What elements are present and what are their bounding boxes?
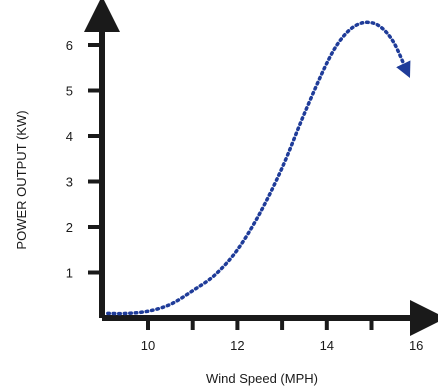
y-tick-label: 4 [66, 129, 73, 144]
x-tick-label: 10 [141, 338, 155, 353]
ticks [88, 43, 419, 330]
x-axis-title: Wind Speed (MPH) [206, 371, 318, 386]
y-tick-label: 5 [66, 84, 73, 99]
x-tick-label: 12 [230, 338, 244, 353]
y-axis-title: POWER OUTPUT (KW) [14, 110, 29, 249]
power-output-series-line [106, 20, 411, 316]
axes [84, 0, 438, 336]
x-tick-label: 16 [409, 338, 423, 353]
y-tick-label: 1 [66, 266, 73, 281]
x-tick-label: 14 [320, 338, 334, 353]
y-tick-label: 2 [66, 220, 73, 235]
y-tick-label: 6 [66, 38, 73, 53]
y-tick-label: 3 [66, 175, 73, 190]
